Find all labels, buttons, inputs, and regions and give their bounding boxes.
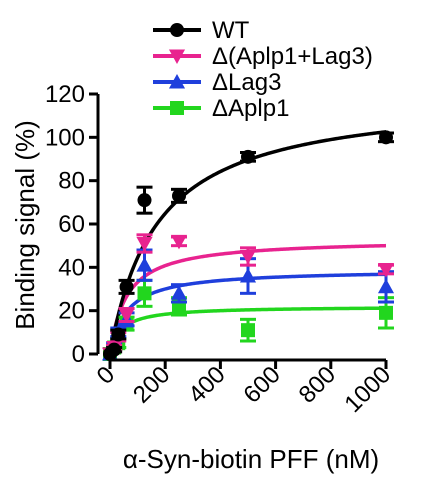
series-1-point xyxy=(239,250,257,265)
series-2-point xyxy=(239,267,257,283)
series-3-point xyxy=(241,323,255,338)
series-1-point xyxy=(170,234,188,250)
series-0-point xyxy=(137,193,152,208)
x-axis-title: α-Syn-biotin PFF (nM) xyxy=(123,444,379,474)
series-0-point xyxy=(119,279,134,294)
x-tick-label: 200 xyxy=(128,361,175,408)
y-axis-title: Binding signal (%) xyxy=(10,120,40,330)
x-tick-label: 400 xyxy=(183,361,230,408)
x-tick-label: 600 xyxy=(238,361,285,408)
series-0-point xyxy=(172,188,186,203)
legend-label-0: WT xyxy=(212,17,250,44)
series-3-fit-curve xyxy=(108,306,387,355)
y-tick-label: 60 xyxy=(58,211,85,238)
legend-marker-1 xyxy=(168,49,186,65)
x-tick-label: 0 xyxy=(92,361,121,390)
series-1-point xyxy=(136,237,153,252)
series-2-point xyxy=(170,285,188,300)
legend-marker-0 xyxy=(170,23,184,37)
series-1-point xyxy=(377,263,395,278)
series-0-point xyxy=(107,342,122,357)
x-tick-label: 800 xyxy=(294,361,341,408)
y-tick-label: 20 xyxy=(58,298,85,325)
legend-marker-3 xyxy=(170,101,184,115)
series-0-point xyxy=(379,130,393,145)
y-tick-label: 40 xyxy=(58,254,85,281)
legend-label-2: ΔLag3 xyxy=(212,69,281,96)
series-2-point xyxy=(136,257,153,272)
legend-label-3: ΔAplp1 xyxy=(212,95,289,122)
y-tick-label: 100 xyxy=(45,124,85,151)
series-3-point xyxy=(137,286,152,301)
y-tick-label: 80 xyxy=(58,168,85,195)
series-0-point xyxy=(111,327,126,342)
y-tick-label: 0 xyxy=(72,341,85,368)
series-2-point xyxy=(377,278,395,294)
series-3-point xyxy=(379,305,393,320)
series-1-point xyxy=(118,308,135,324)
legend-marker-2 xyxy=(168,73,186,89)
legend-label-1: Δ(Aplp1+Lag3) xyxy=(212,43,373,70)
x-tick-label: 1000 xyxy=(339,361,396,418)
series-0-point xyxy=(241,149,255,164)
y-tick-label: 120 xyxy=(45,81,85,108)
